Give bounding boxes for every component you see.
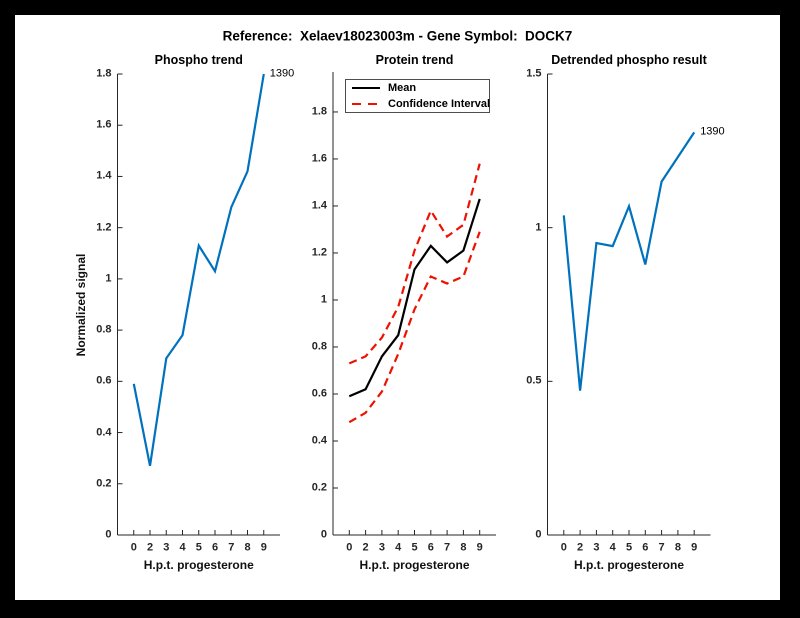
protein-trend-series-ci-lower-line [348, 231, 481, 424]
protein-trend-series-ci-upper-line [348, 163, 481, 365]
phospho-trend-y-tick-label: 1.2 [96, 221, 112, 234]
phospho-trend-x-axis-label: H.p.t. progesterone [143, 558, 254, 572]
detrended-phospho-result-title: Detrended phospho result [551, 52, 707, 67]
phospho-trend-y-tick-label: 0 [105, 528, 112, 541]
detrended-phospho-result-x-tick-label: 9 [691, 541, 698, 554]
detrended-phospho-result-y-tick-label: 0 [535, 528, 542, 541]
phospho-trend-y-tick-label: 0.2 [96, 477, 112, 490]
plots-svg [117, 72, 711, 536]
protein-trend-y-tick-label: 1.6 [311, 152, 327, 165]
phospho-trend-series-phospho-line [132, 73, 265, 467]
phospho-trend-y-tick-label: 0.4 [96, 426, 112, 439]
protein-trend-y-tick-label: 1 [320, 293, 327, 306]
detrended-phospho-result-x-tick-label: 7 [658, 541, 665, 554]
detrended-phospho-result-x-tick-label: 3 [593, 541, 600, 554]
phospho-trend-x-tick-label: 8 [244, 541, 251, 554]
figure-title: Reference: Xelaev18023003m - Gene Symbol… [222, 28, 573, 44]
detrended-phospho-result-y-tick-label: 1 [535, 221, 542, 234]
phospho-trend-x-tick-label: 4 [179, 541, 186, 554]
phospho-trend-x-tick-label: 9 [260, 541, 267, 554]
detrended-phospho-result-x-axis-label: H.p.t. progesterone [573, 558, 685, 572]
protein-trend-y-tick-label: 1.8 [311, 105, 327, 118]
phospho-trend-y-tick-label: 0.6 [96, 374, 112, 387]
phospho-trend-y-tick-label: 1.6 [96, 118, 112, 131]
phospho-trend-x-tick-label: 0 [130, 541, 137, 554]
legend-item-label: Mean [388, 82, 417, 94]
legend-item-label: Confidence Interval [388, 98, 491, 110]
protein-trend-x-tick-label: 9 [476, 541, 483, 554]
phospho-trend-y-tick-label: 1 [105, 272, 112, 285]
phospho-trend-annotation-1390: 1390 [269, 67, 295, 80]
legend-item-mean: Mean [352, 82, 485, 94]
protein-trend-legend: Mean Confidence Interval [345, 79, 490, 113]
protein-trend-title: Protein trend [375, 52, 454, 67]
protein-trend-y-tick-label: 0.4 [311, 434, 327, 447]
phospho-trend-y-axis-label: Normalized signal [74, 253, 88, 356]
protein-trend-x-tick-label: 4 [395, 541, 402, 554]
protein-trend-x-tick-label: 0 [346, 541, 353, 554]
protein-trend-y-tick-label: 1.2 [311, 246, 327, 259]
protein-trend-y-tick-label: 0.8 [311, 340, 327, 353]
protein-trend-series-mean-line [348, 198, 481, 398]
legend-confidence-interval-swatch [352, 102, 380, 106]
detrended-phospho-result-annotation-1390: 1390 [700, 125, 725, 138]
detrended-phospho-result-x-tick-label: 4 [609, 541, 616, 554]
phospho-trend-title: Phospho trend [154, 52, 243, 67]
legend-item-confidence-interval: Confidence Interval [352, 98, 490, 110]
protein-trend-x-tick-label: 8 [460, 541, 467, 554]
protein-trend-y-tick-label: 0 [320, 528, 327, 541]
protein-trend-x-tick-label: 7 [444, 541, 451, 554]
phospho-trend-y-tick-label: 1.8 [96, 67, 112, 80]
protein-trend-x-tick-label: 5 [411, 541, 418, 554]
phospho-trend-x-tick-label: 2 [146, 541, 154, 554]
legend-mean-swatch [352, 86, 380, 90]
phospho-trend-x-tick-label: 6 [211, 541, 219, 554]
detrended-phospho-result-x-tick-label: 6 [642, 541, 649, 554]
protein-trend-y-tick-label: 0.2 [311, 481, 327, 494]
detrended-phospho-result-x-tick-label: 5 [625, 541, 633, 554]
protein-trend-y-tick-label: 1.4 [311, 199, 327, 212]
detrended-phospho-result-y-tick-label: 1.5 [526, 67, 542, 80]
phospho-trend-x-tick-label: 7 [228, 541, 235, 554]
protein-trend-x-axis-label: H.p.t. progesterone [359, 558, 470, 572]
phospho-trend-x-tick-label: 5 [195, 541, 202, 554]
phospho-trend-y-tick-label: 1.4 [96, 169, 112, 182]
phospho-trend-x-tick-label: 3 [163, 541, 170, 554]
detrended-phospho-result-x-tick-label: 2 [577, 541, 584, 554]
detrended-phospho-result-x-tick-label: 0 [560, 541, 567, 554]
phospho-trend-y-tick-label: 0.8 [96, 323, 112, 336]
figure-canvas: Reference: Xelaev18023003m - Gene Symbol… [15, 15, 780, 600]
protein-trend-x-tick-label: 6 [427, 541, 434, 554]
protein-trend-x-tick-label: 2 [362, 541, 369, 554]
detrended-phospho-result-series-detrended-phospho-line [562, 131, 696, 391]
detrended-phospho-result-y-tick-label: 0.5 [526, 374, 542, 387]
detrended-phospho-result-x-tick-label: 8 [674, 541, 681, 554]
protein-trend-x-tick-label: 3 [378, 541, 385, 554]
protein-trend-y-tick-label: 0.6 [311, 387, 327, 400]
